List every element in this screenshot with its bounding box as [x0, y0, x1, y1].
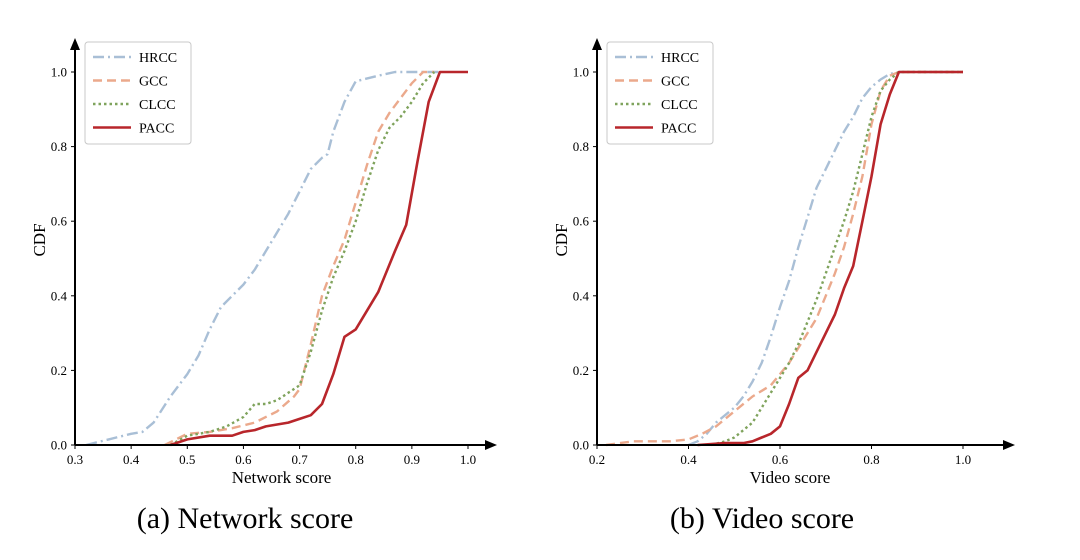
legend-label-gcc: GCC: [139, 75, 168, 90]
x-axis-arrow-icon: [1003, 440, 1015, 450]
y-tick-label: 0.0: [573, 438, 589, 453]
x-axis-label: Video score: [750, 468, 831, 487]
network-score-panel: 0.3 0.4 0.5 0.6 0.7 0.8 0.9 1.0 0.0 0.2 0.4 0.6 0.8 1…: [30, 38, 497, 535]
x-tick-label: 0.8: [348, 452, 364, 467]
legend-label-hrcc: HRCC: [661, 51, 699, 66]
x-tick-label: 0.6: [772, 452, 789, 467]
caption-video: (b) Video score: [670, 502, 854, 535]
y-tick-label: 0.6: [573, 214, 590, 229]
y-tick-label: 0.2: [573, 363, 589, 378]
x-tick-label: 0.4: [123, 452, 140, 467]
series-line-hrcc: [688, 70, 963, 447]
series-line-pacc: [697, 70, 963, 447]
x-tick-label: 1.0: [955, 452, 971, 467]
x-tick-label: 1.0: [460, 452, 476, 467]
x-tick-label: 0.4: [680, 452, 697, 467]
legend-label-gcc: GCC: [661, 75, 690, 90]
x-tick-label: 0.6: [235, 452, 252, 467]
x-tick-label: 0.5: [179, 452, 195, 467]
x-axis-label: Network score: [232, 468, 332, 487]
legend-label-pacc: PACC: [139, 122, 174, 137]
legend-box: [606, 41, 714, 145]
series-line-gcc: [605, 70, 963, 447]
legend-label-clcc: CLCC: [139, 98, 176, 113]
y-axis-arrow-icon: [70, 38, 80, 50]
legend-label-pacc: PACC: [661, 122, 696, 137]
y-axis-arrow-icon: [592, 38, 602, 50]
y-axis-label: CDF: [552, 223, 571, 256]
y-tick-label: 0.4: [573, 288, 590, 303]
series-line-pacc: [169, 70, 468, 447]
series-line-clcc: [711, 70, 963, 447]
y-tick-label: 0.8: [51, 139, 67, 154]
x-tick-label: 0.9: [404, 452, 420, 467]
x-tick-label: 0.2: [589, 452, 605, 467]
y-tick-label: 0.6: [51, 214, 68, 229]
x-tick-label: 0.7: [291, 452, 308, 467]
y-tick-label: 1.0: [573, 65, 589, 80]
y-tick-label: 0.2: [51, 363, 67, 378]
series-line-clcc: [169, 71, 436, 447]
y-tick-label: 1.0: [51, 65, 67, 80]
x-tick-label: 0.8: [863, 452, 879, 467]
legend-box: [84, 41, 192, 145]
y-tick-label: 0.8: [573, 139, 589, 154]
legend-label-hrcc: HRCC: [139, 51, 177, 66]
legend-label-clcc: CLCC: [661, 98, 698, 113]
x-axis-arrow-icon: [485, 440, 497, 450]
y-tick-label: 0.4: [51, 288, 68, 303]
y-tick-label: 0.0: [51, 438, 67, 453]
caption-network: (a) Network score: [137, 502, 354, 535]
y-axis-label: CDF: [30, 223, 49, 256]
series-line-gcc: [164, 70, 435, 447]
x-tick-label: 0.3: [67, 452, 83, 467]
series-line-hrcc: [85, 70, 440, 447]
